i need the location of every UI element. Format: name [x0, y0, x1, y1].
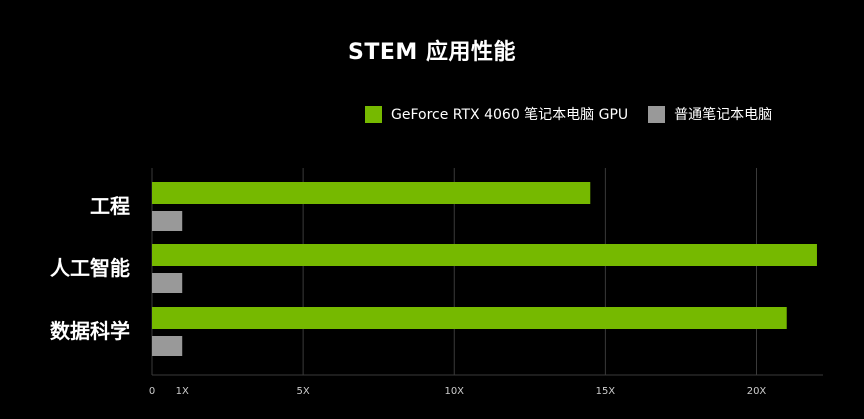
x-tick-label-5: 20X: [747, 386, 767, 397]
bar-standard-laptop-1: [152, 273, 183, 293]
bar-standard-laptop-0: [152, 211, 183, 231]
legend-swatch-standard-laptop: [648, 105, 666, 123]
bar-rtx-0: [152, 182, 591, 204]
x-tick-label-1: 1X: [176, 386, 189, 397]
chart-legend: GeForce RTX 4060 笔记本电脑 GPU 普通笔记本电脑: [365, 100, 772, 128]
x-tick-label-2: 5X: [297, 386, 310, 397]
legend-label-rtx: GeForce RTX 4060 笔记本电脑 GPU: [391, 107, 629, 123]
legend-item-standard-laptop: 普通笔记本电脑: [648, 104, 772, 124]
category-label-1: 人工智能: [50, 256, 130, 280]
bar-rtx-1: [152, 244, 817, 266]
bar-rtx-2: [152, 307, 787, 329]
x-tick-label-3: 10X: [444, 386, 464, 397]
category-label-2: 数据科学: [50, 319, 130, 343]
legend-label-standard-laptop: 普通笔记本电脑: [674, 107, 773, 123]
legend-item-rtx: GeForce RTX 4060 笔记本电脑 GPU: [365, 104, 628, 124]
x-tick-label-4: 15X: [596, 386, 616, 397]
chart-title: STEM 应用性能: [348, 40, 516, 65]
category-label-0: 工程: [90, 194, 130, 218]
bar-standard-laptop-2: [152, 336, 183, 356]
legend-swatch-rtx: [365, 105, 382, 123]
x-tick-label-0: 0: [149, 386, 155, 397]
